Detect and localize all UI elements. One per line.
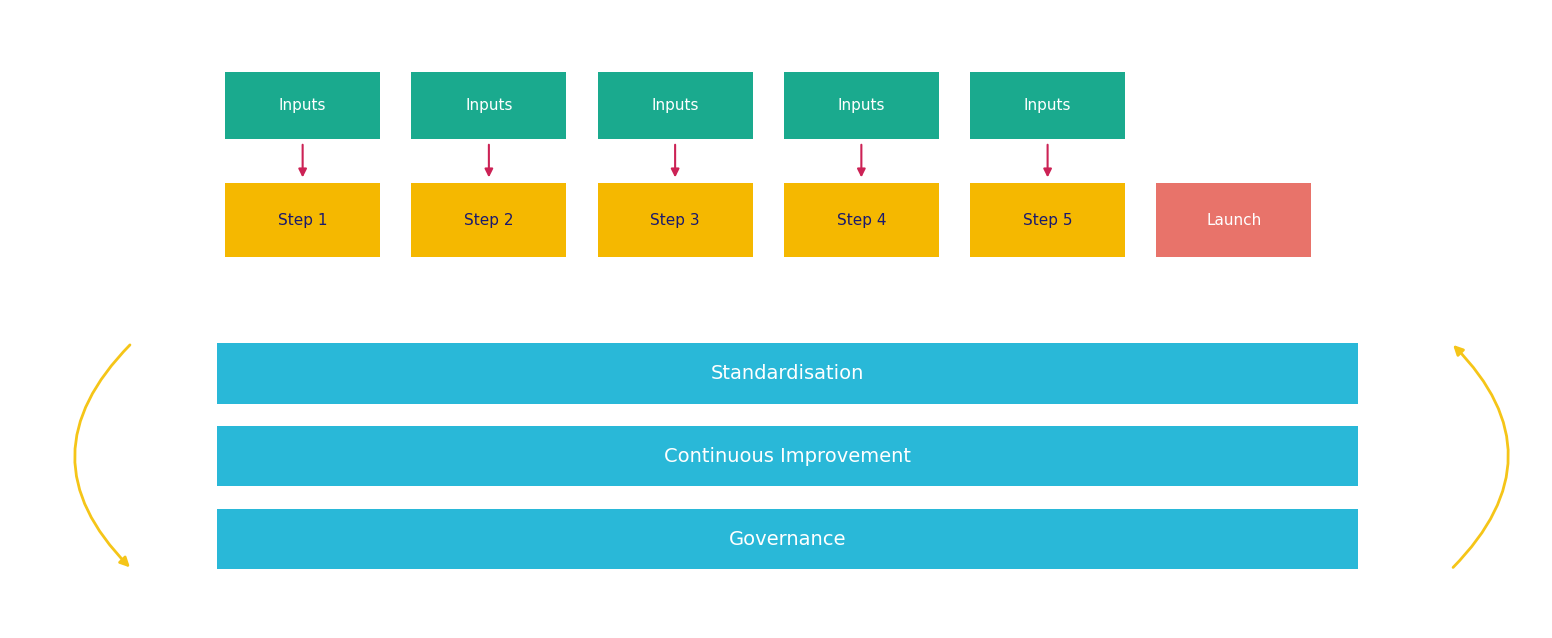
Text: Inputs: Inputs: [466, 98, 512, 113]
Bar: [217, 426, 1358, 486]
Bar: [225, 72, 380, 139]
Text: Step 2: Step 2: [464, 212, 514, 228]
Bar: [411, 184, 566, 256]
Text: Step 4: Step 4: [837, 212, 886, 228]
Bar: [1156, 184, 1311, 256]
Text: Governance: Governance: [729, 530, 846, 549]
Bar: [784, 184, 939, 256]
Text: Inputs: Inputs: [1024, 98, 1071, 113]
Text: Inputs: Inputs: [838, 98, 885, 113]
Text: Launch: Launch: [1206, 212, 1262, 228]
Bar: [970, 184, 1125, 256]
Text: Continuous Improvement: Continuous Improvement: [664, 447, 911, 466]
Text: Step 5: Step 5: [1023, 212, 1072, 228]
Bar: [225, 184, 380, 256]
Bar: [970, 72, 1125, 139]
Text: Step 3: Step 3: [650, 212, 700, 228]
Bar: [784, 72, 939, 139]
Bar: [217, 343, 1358, 404]
Bar: [598, 184, 753, 256]
Text: Step 1: Step 1: [278, 212, 327, 228]
Text: Inputs: Inputs: [652, 98, 698, 113]
Bar: [411, 72, 566, 139]
Bar: [598, 72, 753, 139]
Text: Standardisation: Standardisation: [711, 364, 864, 383]
Text: Inputs: Inputs: [279, 98, 326, 113]
Bar: [217, 509, 1358, 570]
